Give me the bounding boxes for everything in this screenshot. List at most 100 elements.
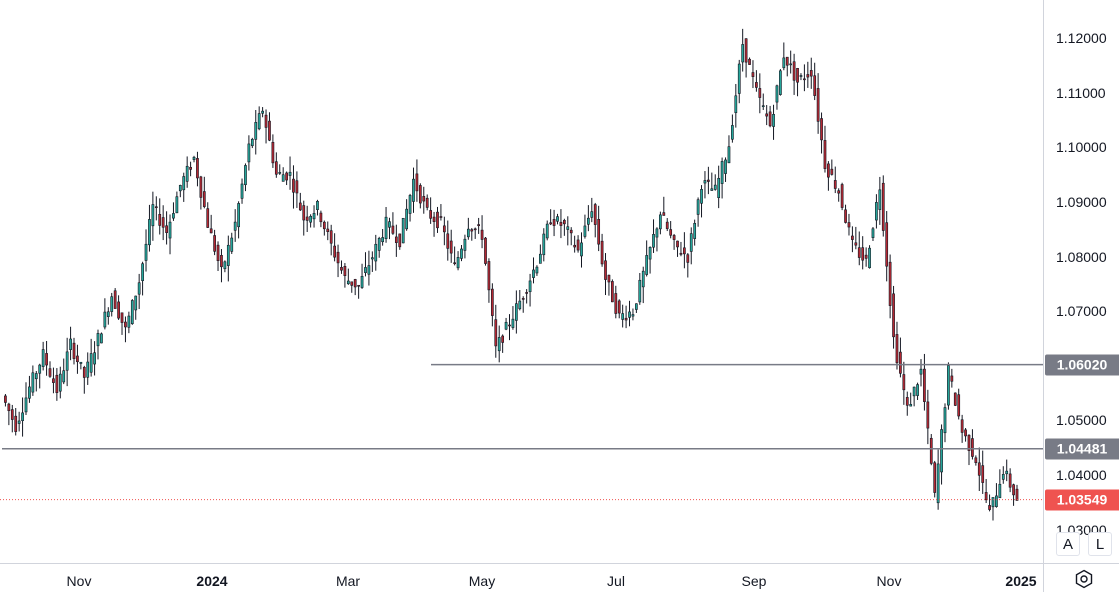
candle-down: [391, 225, 395, 234]
candle-up: [871, 228, 875, 238]
candle-down: [422, 196, 426, 202]
candle-up: [130, 300, 134, 325]
candle-down: [206, 208, 210, 228]
candle-up: [717, 177, 721, 199]
candle-up: [381, 237, 384, 243]
candle-up: [703, 180, 707, 184]
candle-down: [830, 168, 834, 175]
candle-down: [679, 252, 683, 255]
price-tick-label: 1.07000: [1056, 303, 1107, 320]
candle-down: [425, 197, 429, 208]
candle-up: [96, 333, 100, 347]
candle-down: [662, 212, 666, 216]
price-scale[interactable]: 1.12000 1.11000 1.10000 1.09000 1.08000 1.070…: [1043, 0, 1119, 563]
candle-down: [350, 281, 354, 286]
candle-up: [779, 70, 782, 95]
candle-down: [552, 219, 556, 226]
candle-down: [319, 212, 323, 223]
candle-up: [463, 238, 467, 251]
candle-down: [988, 505, 991, 510]
candle-down: [449, 240, 453, 254]
candle-down: [199, 176, 203, 198]
candle-down: [189, 167, 192, 170]
candle-up: [940, 429, 943, 473]
candle-down: [48, 368, 52, 377]
time-label: Mar: [335, 573, 361, 589]
auto-scale-button[interactable]: A: [1056, 532, 1080, 556]
price-pane[interactable]: [0, 0, 1043, 563]
candle-down: [446, 233, 450, 249]
candle-up: [652, 234, 655, 248]
candle-up: [566, 226, 570, 230]
candle-down: [854, 242, 858, 246]
candle-up: [408, 195, 412, 214]
candle-down: [429, 210, 432, 219]
candle-down: [905, 397, 909, 406]
chart-settings-corner: [1043, 563, 1119, 592]
candle-down: [357, 284, 360, 287]
log-scale-button[interactable]: L: [1088, 532, 1112, 556]
candle-up: [648, 246, 652, 260]
candle-up: [233, 221, 237, 231]
candle-down: [220, 255, 223, 268]
candlestick-plot[interactable]: [0, 0, 1043, 563]
candle-down: [1008, 473, 1012, 488]
time-label: Jul: [607, 573, 625, 589]
candle-down: [14, 415, 18, 432]
candle-up: [401, 217, 405, 244]
candle-up: [412, 178, 415, 202]
candle-down: [4, 395, 7, 403]
candle-up: [168, 221, 172, 239]
candle-up: [947, 365, 950, 406]
candle-up: [556, 216, 559, 222]
candle-up: [244, 165, 247, 186]
candle-up: [278, 172, 282, 174]
candle-up: [991, 497, 995, 508]
candle-down: [864, 254, 868, 259]
candle-up: [309, 215, 312, 223]
candle-down: [298, 202, 302, 211]
candle-down: [1012, 484, 1015, 496]
candle-down: [336, 251, 340, 264]
candle-down: [521, 298, 525, 300]
candle-down: [525, 292, 529, 294]
candle-up: [175, 196, 179, 214]
candle-up: [384, 216, 388, 239]
candle-down: [322, 221, 326, 230]
candle-down: [295, 180, 299, 194]
candle-up: [257, 113, 261, 130]
candle-up: [700, 189, 703, 204]
candle-up: [638, 279, 642, 303]
candle-up: [456, 257, 460, 269]
candle-down: [971, 438, 974, 457]
candle-down: [593, 204, 597, 225]
gear-icon[interactable]: [1074, 569, 1094, 589]
candle-down: [844, 209, 847, 223]
candle-down: [617, 300, 621, 314]
candle-down: [881, 182, 885, 231]
candle-up: [31, 372, 35, 393]
candle-up: [580, 242, 583, 257]
candle-down: [10, 409, 14, 420]
candle-down: [857, 247, 861, 258]
candle-up: [110, 296, 114, 312]
candle-down: [803, 78, 806, 81]
candle-up: [185, 165, 189, 182]
candle-down: [72, 342, 76, 359]
candle-down: [196, 158, 199, 179]
candle-up: [466, 228, 470, 238]
candle-down: [7, 403, 11, 412]
candle-up: [868, 247, 871, 269]
candle-down: [926, 401, 930, 429]
candle-up: [635, 303, 638, 310]
candle-up: [741, 44, 745, 63]
candle-down: [45, 353, 48, 366]
time-scale[interactable]: Nov 2024 Mar May Jul Sep Nov 2025: [0, 563, 1043, 592]
candle-down: [487, 261, 491, 291]
candle-up: [514, 303, 518, 321]
candle-down: [604, 260, 607, 280]
candle-down: [840, 184, 844, 208]
candle-down: [669, 229, 673, 236]
candle-down: [923, 368, 926, 402]
